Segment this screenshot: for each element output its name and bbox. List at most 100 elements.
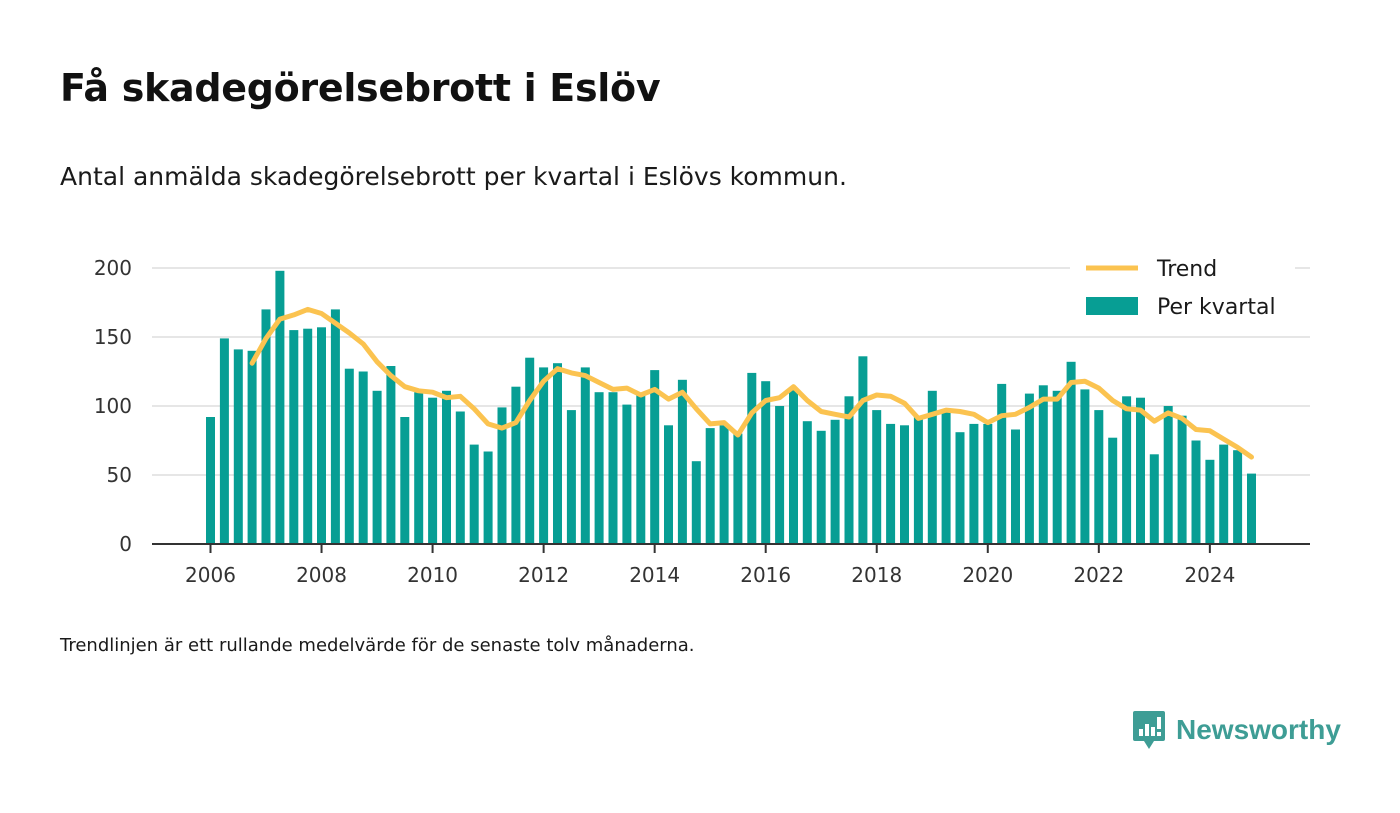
bar [927, 390, 937, 544]
bar [983, 423, 993, 544]
bar [566, 410, 576, 544]
bar [1205, 459, 1215, 544]
x-tick-label: 2016 [740, 563, 791, 587]
bar [539, 367, 549, 544]
bar [1219, 444, 1229, 544]
bar [247, 350, 257, 544]
bar [636, 395, 646, 544]
bar [705, 428, 715, 544]
y-tick-label: 100 [94, 394, 132, 418]
x-tick-label: 2020 [962, 563, 1013, 587]
trend-line [249, 306, 1254, 460]
bar [761, 381, 771, 544]
bar [1066, 361, 1076, 544]
bar [428, 397, 438, 544]
bar [1177, 415, 1187, 544]
legend-bars-swatch [1086, 297, 1138, 315]
bar-chart: 0 50 100 150 200 2006 2008 2010 2012 2014 2016 201… [93, 250, 1310, 587]
legend: Trend Per kvartal [1070, 250, 1295, 332]
x-tick-label: 2012 [518, 563, 569, 587]
bar [511, 386, 521, 544]
legend-trend-label: Trend [1156, 257, 1217, 282]
bar [414, 392, 424, 544]
bar [483, 451, 493, 544]
bar [1094, 410, 1104, 544]
x-tick-label: 2010 [407, 563, 458, 587]
bar [469, 444, 479, 544]
bar [1052, 390, 1062, 544]
y-tick-label: 200 [94, 256, 132, 280]
bar [1233, 450, 1243, 544]
newsworthy-logo-icon [1133, 711, 1165, 749]
bar [650, 370, 660, 544]
legend-bars-label: Per kvartal [1157, 295, 1276, 320]
bar [941, 411, 951, 544]
bar [1080, 389, 1090, 544]
bar [664, 425, 673, 544]
bar [289, 330, 299, 544]
bar [1038, 385, 1048, 544]
bar [622, 404, 632, 544]
trend-series [249, 306, 1254, 460]
bar [900, 425, 909, 544]
bar [358, 371, 368, 544]
bar [830, 419, 840, 544]
newsworthy-logo: Newsworthy [1132, 710, 1341, 750]
bar [844, 396, 854, 544]
bar [872, 410, 882, 544]
bar [747, 372, 757, 544]
bar [997, 383, 1007, 544]
bar [733, 433, 743, 544]
bar [1108, 437, 1118, 544]
y-axis-labels: 0 50 100 150 200 [94, 256, 132, 556]
legend-background [1070, 250, 1295, 332]
bar [691, 461, 701, 544]
x-tick-label: 2024 [1184, 563, 1235, 587]
bar [1011, 429, 1020, 544]
x-tick-label: 2014 [629, 563, 680, 587]
bar [344, 368, 354, 544]
x-tick-label: 2018 [851, 563, 902, 587]
bar [525, 357, 535, 544]
bar [1024, 393, 1034, 544]
bar [789, 389, 798, 544]
bar [372, 390, 382, 544]
chart-title: Få skadegörelsebrott i Eslöv [60, 66, 661, 110]
bar [1136, 397, 1145, 544]
bar [442, 390, 451, 544]
x-tick-label: 2006 [185, 563, 236, 587]
bar [261, 309, 271, 544]
bar [1122, 396, 1132, 544]
chart-subtitle: Antal anmälda skadegörelsebrott per kvar… [60, 162, 847, 191]
bar [677, 379, 687, 544]
y-tick-label: 0 [119, 532, 132, 556]
bar [330, 309, 340, 544]
bar [219, 338, 229, 544]
bar [719, 425, 729, 544]
x-tick-label: 2008 [296, 563, 347, 587]
bar [317, 327, 326, 544]
bar [969, 423, 979, 544]
bar [775, 406, 785, 544]
bar-series [206, 270, 1256, 544]
x-tick-label: 2022 [1073, 563, 1124, 587]
bar [1191, 440, 1201, 544]
bar [455, 411, 465, 544]
y-tick-label: 150 [94, 325, 132, 349]
bar [608, 392, 618, 544]
bar [886, 423, 896, 544]
bar [913, 417, 923, 544]
bar [580, 367, 590, 544]
bar [594, 392, 604, 544]
bar [802, 421, 812, 544]
bar [400, 417, 410, 544]
bar [955, 432, 965, 544]
bar [275, 270, 285, 544]
bar [816, 430, 826, 544]
bar [1163, 406, 1173, 544]
bar [206, 417, 215, 544]
y-tick-label: 50 [107, 463, 132, 487]
x-axis: 2006 2008 2010 2012 2014 2016 2018 2020 2022 2024 [152, 543, 1310, 587]
bar [553, 363, 562, 544]
bar [497, 407, 507, 544]
